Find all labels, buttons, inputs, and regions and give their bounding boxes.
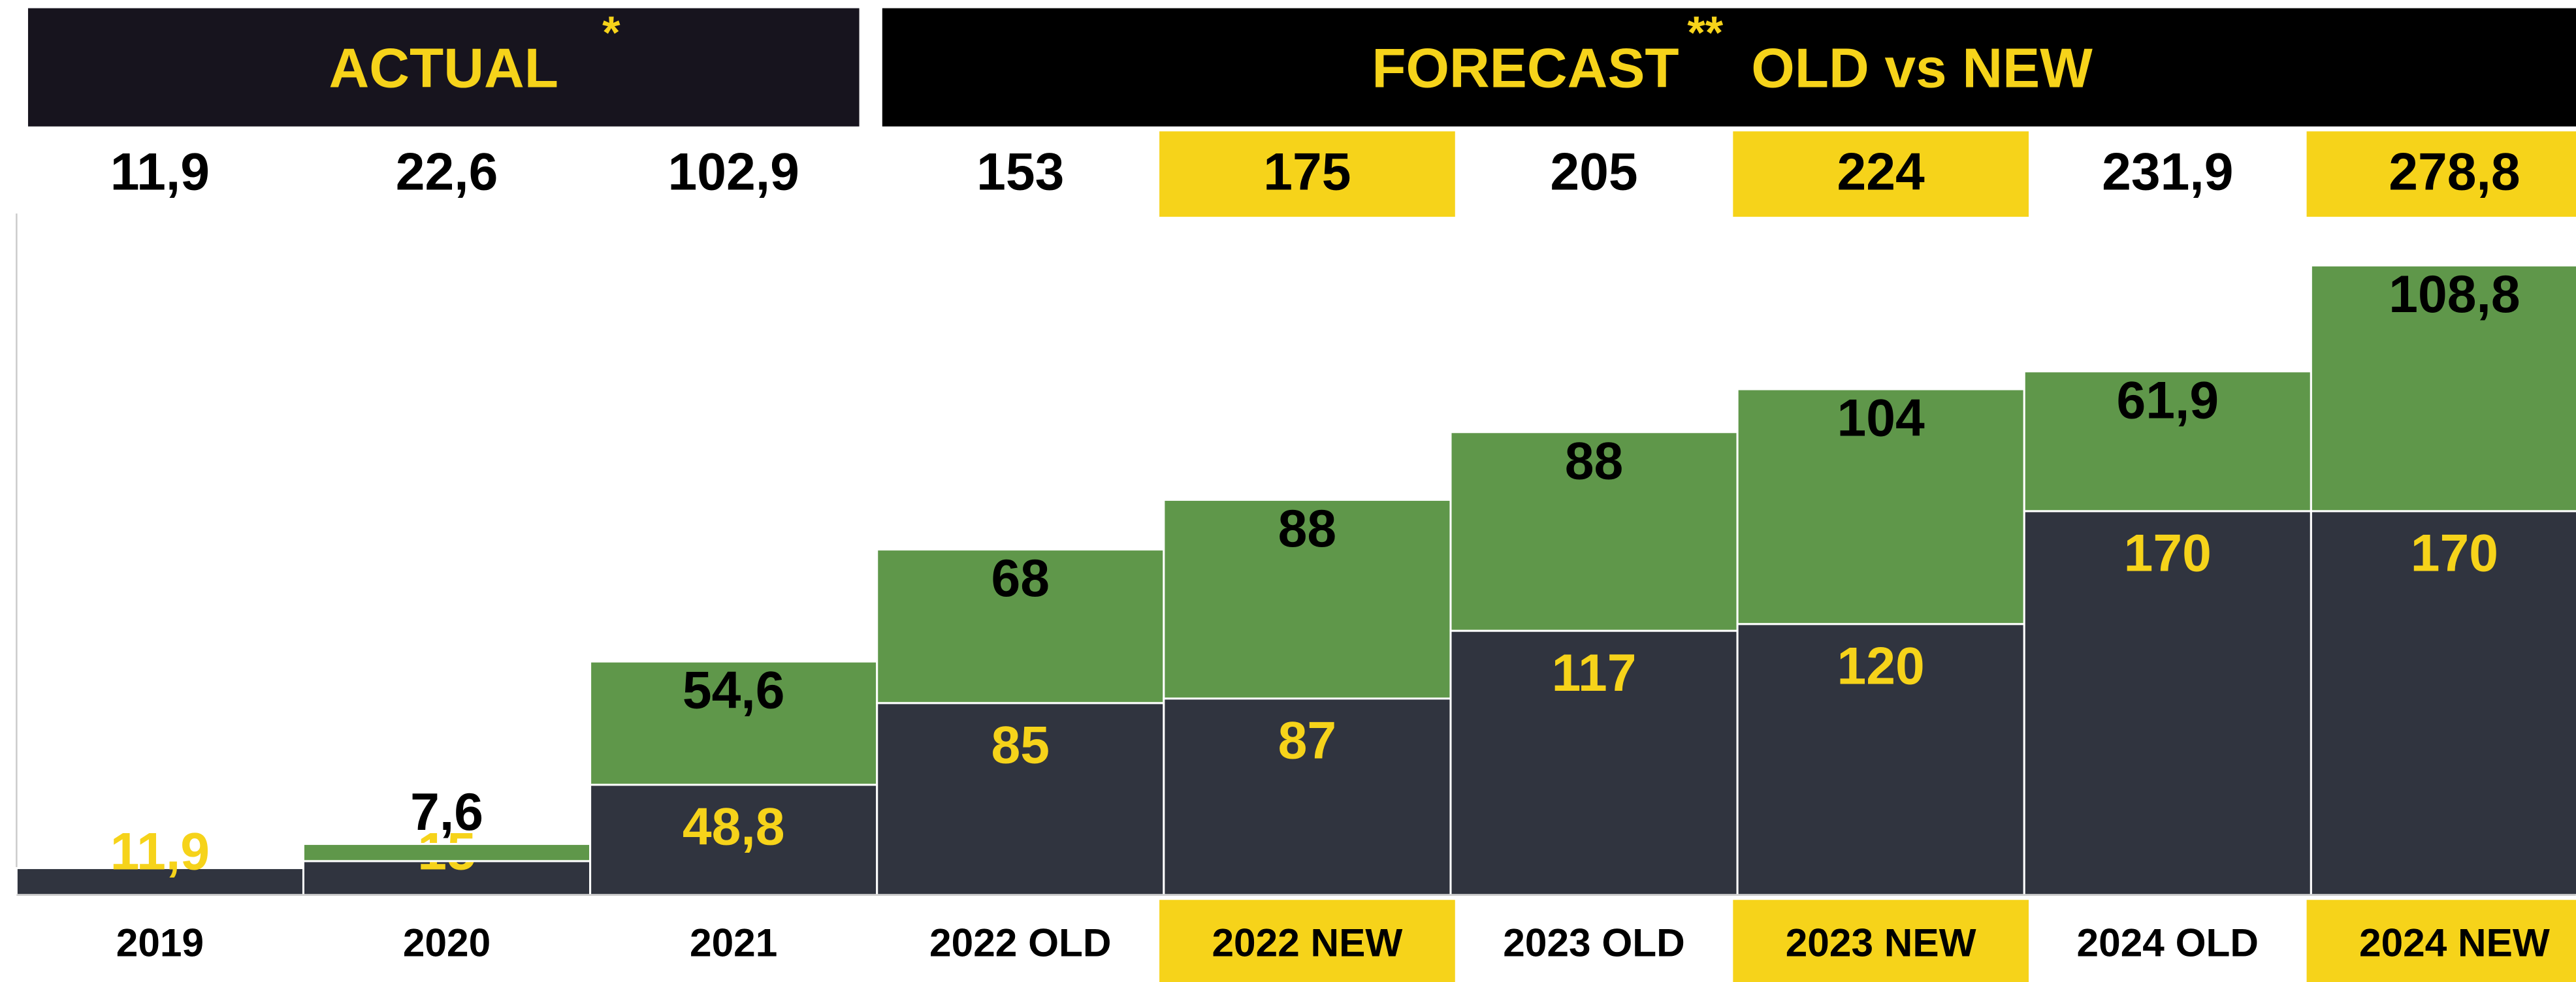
x-tick-label: 2023 OLD [1503,921,1684,965]
x-tick-label: 2020 [403,921,491,965]
header-note: ** [1687,7,1723,58]
total-label: 153 [976,142,1064,201]
x-tick-label: 2019 [116,921,204,965]
value-label: 87 [1278,712,1337,770]
total-label: 102,9 [668,142,799,201]
total-label: 231,9 [2102,142,2233,201]
bar-segment [2310,510,2576,896]
value-label: 117 [1552,644,1637,703]
x-tick-label: 2022 OLD [929,921,1111,965]
x-tick-label: 2023 NEW [1786,921,1976,965]
x-tick-label: 2024 OLD [2077,921,2259,965]
total-highlight [1159,131,1455,217]
total-label: 22,6 [396,142,498,201]
bar-segment [1449,431,1739,632]
bar-segment [1163,697,1452,896]
value-label: 61,9 [2116,371,2219,430]
category-highlight [2306,900,2576,982]
bar-segment [15,867,304,896]
header-title: FORECAST [1372,37,1679,99]
total-label: 278,8 [2389,142,2520,201]
total-label: 205 [1550,142,1637,201]
header-title: ACTUAL [329,37,558,99]
value-label: 68 [991,549,1050,608]
value-label: 88 [1278,499,1337,558]
bar-segment [1449,629,1739,896]
category-highlight [1733,900,2029,982]
header-subtitle: OLD vs NEW [1751,37,2093,99]
header-box [882,8,2576,127]
total-highlight [1733,131,2029,217]
bar-segment [589,660,878,786]
total-label: 11,9 [110,142,210,201]
bar-segment [1736,623,2025,896]
value-label: 88 [1565,432,1624,490]
value-label: 54,6 [683,661,785,720]
x-tick-label: 2021 [690,921,777,965]
header-note: * [602,7,620,58]
value-label: 170 [2124,524,2212,582]
header-box [27,8,860,127]
value-label: 120 [1837,637,1925,695]
value-label: 7,6 [410,783,483,842]
value-label: 85 [991,716,1050,774]
total-label: 175 [1263,142,1351,201]
bar-segment [876,702,1165,896]
value-label: 170 [2411,524,2498,582]
value-label: 11,9 [110,823,210,881]
x-tick-label: 2022 NEW [1212,921,1402,965]
x-tick-label: 2024 NEW [2359,921,2550,965]
value-label: 108,8 [2389,265,2520,324]
total-label: 224 [1837,142,1925,201]
bar-segment [2310,264,2576,513]
total-highlight [2306,131,2576,217]
value-label: 104 [1837,389,1925,448]
value-label: 48,8 [683,798,785,857]
bar-segment [589,784,878,896]
category-highlight [1159,900,1455,982]
bar-segment [2023,370,2312,513]
bar-segment [302,843,592,863]
bar-segment [876,548,1165,705]
